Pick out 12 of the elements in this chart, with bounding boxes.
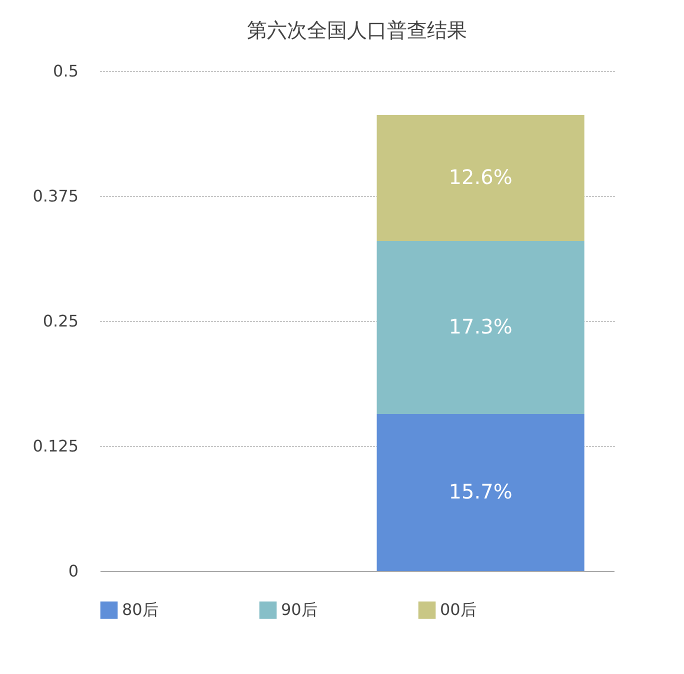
data-label: 12.6% [448, 165, 512, 189]
y-tick-label: 0.375 [32, 186, 78, 206]
y-tick-label: 0.5 [53, 62, 78, 80]
legend-label: 00后 [440, 600, 476, 620]
y-tick-label: 0.125 [32, 436, 78, 456]
data-label: 15.7% [448, 480, 512, 504]
y-tick-label: 0.25 [42, 312, 78, 330]
y-tick-label: 0 [68, 562, 78, 580]
data-label: 17.3% [448, 314, 512, 338]
legend-label: 90后 [281, 600, 318, 620]
legend-label: 80后 [122, 600, 158, 620]
chart-title: 第六次全国人口普查结果 [247, 18, 467, 42]
